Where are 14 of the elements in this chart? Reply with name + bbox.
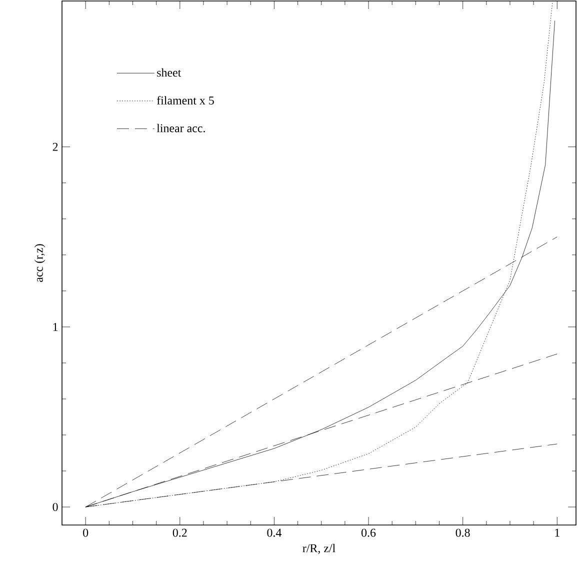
x-tick-label: 1 — [555, 528, 560, 537]
x-tick-label: 0.2 — [172, 528, 187, 537]
x-tick-label: 0.4 — [267, 528, 282, 537]
y-axis-title: acc (r,z) — [34, 244, 46, 282]
legend-label: sheet — [157, 68, 182, 77]
x-tick-label: 0.6 — [362, 528, 376, 537]
y-tick-label: 1 — [53, 322, 58, 331]
x-axis-title: r/R, z/l — [302, 544, 336, 554]
x-tick-label: 0 — [83, 528, 88, 537]
legend-label: filament x 5 — [156, 96, 214, 105]
y-tick-label: 0 — [52, 502, 58, 512]
legend-label: linear acc. — [156, 124, 205, 132]
x-tick-label: 0.8 — [456, 528, 470, 537]
y-tick-label: 2 — [52, 142, 58, 151]
